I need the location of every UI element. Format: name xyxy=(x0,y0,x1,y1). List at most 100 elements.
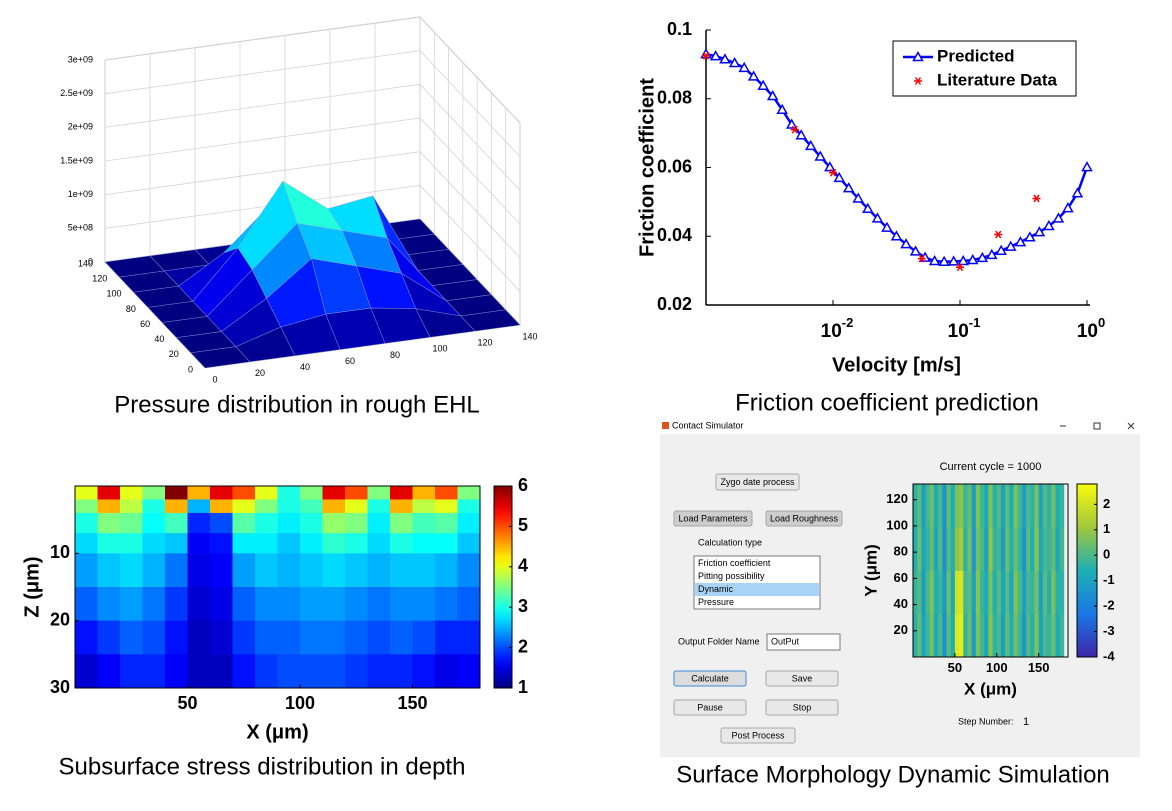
heatmap-cell xyxy=(1000,570,1006,615)
heatmap-cell xyxy=(435,654,458,689)
button[interactable] xyxy=(720,727,796,744)
text-input-value: OutPut xyxy=(771,636,800,646)
tick-exponent: 0 xyxy=(1098,315,1105,330)
heatmap-cell xyxy=(210,654,233,689)
heatmap-cell xyxy=(210,533,233,554)
button-label: Zygo date process xyxy=(720,477,795,487)
marker xyxy=(1071,187,1084,198)
heatmap-cell xyxy=(390,620,413,655)
heatmap-cell xyxy=(435,499,458,514)
heatmap-cell xyxy=(1051,613,1056,658)
heatmap-cell xyxy=(210,620,233,655)
heatmap-cell xyxy=(120,553,143,588)
heatmap-cell xyxy=(1042,570,1048,615)
title-bar xyxy=(660,418,1140,434)
heatmap-cell xyxy=(390,499,413,514)
heatmap-cell xyxy=(1042,527,1048,571)
colorbar-tick-label: -1 xyxy=(1103,572,1115,587)
heatmap-cell xyxy=(390,587,413,622)
heatmap-cell xyxy=(1021,613,1027,658)
heatmap-cell xyxy=(1038,613,1044,658)
heatmap-cell xyxy=(963,613,968,658)
z-tick-label: 5e+08 xyxy=(68,223,93,233)
heatmap-cell xyxy=(345,587,368,622)
heatmap-cell xyxy=(1030,484,1035,528)
heatmap-cell xyxy=(120,512,143,534)
marker xyxy=(1043,219,1055,231)
heatmap-cell xyxy=(390,486,413,500)
button[interactable] xyxy=(715,473,800,491)
heatmap-cell xyxy=(1059,484,1065,528)
heatmap-cell xyxy=(322,654,346,689)
heatmap-cell xyxy=(917,527,922,571)
heatmap-cell xyxy=(457,533,481,554)
heatmap-cell xyxy=(300,587,323,622)
heatmap-cell xyxy=(925,527,931,571)
heatmap-cell xyxy=(971,484,977,528)
heatmap-cell xyxy=(232,486,256,500)
heatmap-cell xyxy=(929,613,935,658)
window-title: Contact Simulator xyxy=(672,420,744,430)
button[interactable] xyxy=(765,510,843,527)
x-tick-label: 140 xyxy=(522,331,537,341)
x-tick-label: 150 xyxy=(397,693,427,713)
grid-line xyxy=(419,84,521,191)
grid-line xyxy=(104,83,421,128)
heatmap-cell xyxy=(1042,613,1048,658)
heatmap-cell xyxy=(1009,527,1014,571)
y-tick-label: 80 xyxy=(126,304,136,314)
close-button[interactable] xyxy=(1127,422,1135,430)
heatmap-cell xyxy=(255,553,278,588)
maximize-button[interactable] xyxy=(1093,422,1101,430)
heatmap-cell xyxy=(1034,613,1040,658)
x-tick-label: 100 xyxy=(432,344,447,354)
heatmap-cell xyxy=(300,654,323,689)
caption: Subsurface stress distribution in depth xyxy=(59,753,466,780)
heatmap-cell xyxy=(963,570,968,615)
button[interactable] xyxy=(765,670,839,687)
heatmap-cell xyxy=(1047,484,1052,528)
marker xyxy=(709,50,722,61)
x-tick-label: 50 xyxy=(948,660,962,675)
heatmap-cell xyxy=(120,533,143,554)
heatmap-cell xyxy=(946,484,952,528)
heatmap-cell xyxy=(996,527,1002,571)
marker xyxy=(785,118,798,129)
heatmap-cell xyxy=(950,484,956,528)
heatmap-cell xyxy=(1030,613,1035,658)
heatmap-cell xyxy=(277,587,301,622)
heatmap-cell xyxy=(1030,527,1035,571)
tick-exponent: -1 xyxy=(969,315,981,330)
heatmap-cell xyxy=(412,512,436,534)
heatmap-cell xyxy=(1047,527,1052,571)
text-input[interactable] xyxy=(766,633,841,651)
heatmap-cell xyxy=(277,533,301,554)
list-item-label: Pressure xyxy=(698,597,734,607)
heatmap-cell xyxy=(959,484,964,528)
heatmap-cell xyxy=(1059,527,1065,571)
button-label: Pause xyxy=(697,702,723,712)
marker xyxy=(1052,212,1065,223)
marker xyxy=(790,125,799,134)
y-tick-label: 40 xyxy=(154,334,164,344)
heatmap-cell xyxy=(165,587,188,622)
button[interactable] xyxy=(673,699,747,716)
button[interactable] xyxy=(765,699,839,716)
grid-line xyxy=(419,16,521,124)
heatmap-cell xyxy=(925,484,931,528)
grid-line xyxy=(104,184,421,229)
marker xyxy=(890,230,903,241)
x-axis-label: Velocity [m/s] xyxy=(832,354,961,376)
heatmap-cell xyxy=(277,486,301,500)
button[interactable] xyxy=(673,510,753,527)
heatmap-cell xyxy=(187,499,211,514)
heatmap-cell xyxy=(75,620,98,655)
heatmap-cell xyxy=(367,512,391,534)
grid-line xyxy=(419,185,521,292)
heatmap-cell xyxy=(412,620,436,655)
marker xyxy=(814,150,827,161)
colorbar-tick-label: 1 xyxy=(518,677,528,697)
button[interactable] xyxy=(673,670,747,687)
heatmap-cell xyxy=(1059,570,1065,615)
